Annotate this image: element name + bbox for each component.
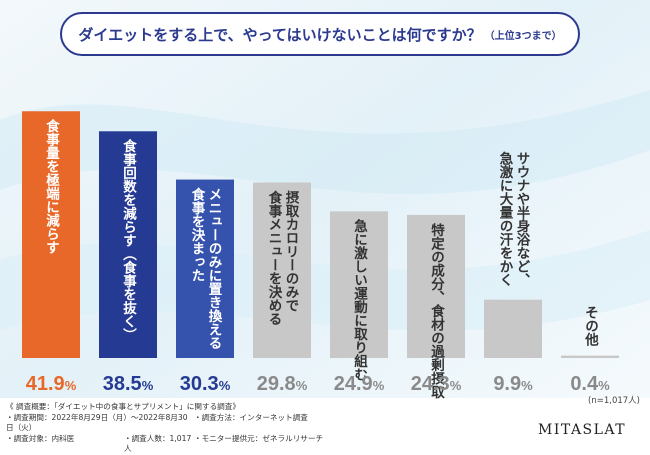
value-label-5: 24.9%	[334, 373, 385, 395]
category-label-7-1: サウナや半身浴など、	[514, 152, 531, 287]
question-box: ダイエットをする上で、やってはいけないことは何ですか？ （上位3つまで）	[60, 12, 580, 56]
value-label-1: 41.9%	[26, 373, 77, 395]
value-label-7: 9.9%	[493, 373, 533, 395]
survey-count: ・調査人数：1,017人	[124, 433, 192, 454]
survey-method: ・調査方法：インターネット調査	[194, 412, 308, 422]
survey-period: ・調査期間：2022年8月29日（月）～2022年8月30日（火）	[6, 412, 188, 433]
category-label-4-1: 摂取カロリーのみで	[283, 189, 300, 312]
value-label-4: 29.8%	[257, 373, 308, 395]
category-label-2: 食事回数を減らす（食事を抜く）	[120, 138, 138, 342]
bar-6	[407, 214, 465, 358]
category-label-4-2: 食事メニューを決める	[266, 189, 283, 326]
category-label-8: その他	[582, 306, 600, 348]
brand-logo: MITASLAT	[538, 422, 627, 438]
category-label-3-1: メニューのみに置き換える	[206, 188, 223, 350]
question-text: ダイエットをする上で、やってはいけないことは何ですか？	[78, 25, 482, 44]
bar-3	[176, 179, 234, 358]
survey-notes: 《 調査概要：「ダイエット中の食事とサプリメント」に関する調査》 ・調査期間：2…	[6, 402, 456, 455]
category-label-6: 特定の成分、食材の過剰摂取	[428, 222, 446, 400]
question-subtext: （上位3つまで）	[484, 30, 562, 42]
bar-1	[22, 111, 80, 358]
bar-8	[561, 355, 619, 358]
bar-4	[253, 182, 311, 358]
bar-5	[330, 211, 388, 358]
value-label-2: 38.5%	[103, 373, 154, 395]
value-label-6: 24.3%	[411, 373, 462, 395]
sample-size-note: (n=1,017人)	[588, 396, 640, 406]
bar-2	[99, 131, 157, 358]
category-label-5: 急に激しい運動に取り組む	[351, 218, 368, 381]
category-label-7-2: 急激に大量の汗をかく	[497, 151, 514, 288]
value-label-3: 30.3%	[180, 373, 231, 395]
bar-7	[484, 299, 542, 358]
survey-title: 《 調査概要：「ダイエット中の食事とサプリメント」に関する調査》	[6, 402, 240, 411]
survey-target: ・調査対象：内科医	[6, 433, 75, 443]
value-label-8: 0.4%	[570, 373, 610, 395]
category-label-1: 食事量を極端に減らす	[43, 118, 60, 255]
survey-provider: ・モニター提供元：ゼネラルリサーチ	[194, 433, 324, 443]
category-label-3-2: 食事を決まった	[189, 186, 206, 282]
